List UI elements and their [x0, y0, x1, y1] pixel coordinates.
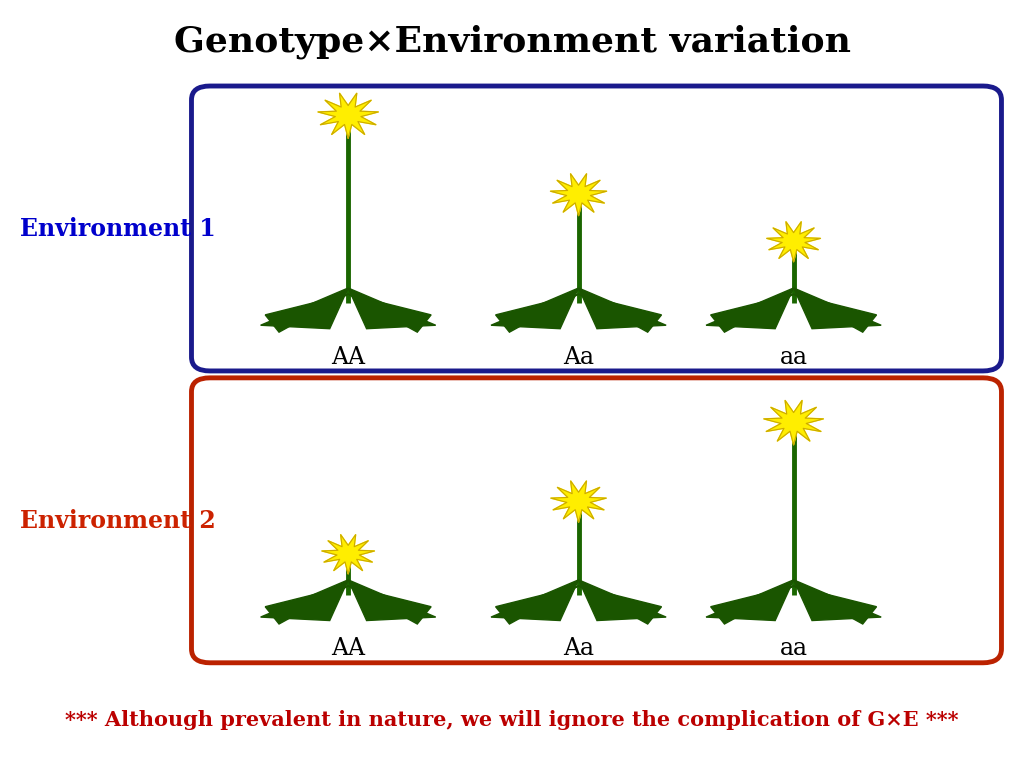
Polygon shape [794, 586, 877, 624]
Polygon shape [767, 222, 820, 262]
Polygon shape [322, 535, 375, 574]
Polygon shape [579, 294, 662, 332]
Text: Aa: Aa [563, 637, 594, 660]
Polygon shape [579, 586, 662, 624]
Polygon shape [794, 288, 881, 329]
Polygon shape [550, 174, 607, 216]
Polygon shape [317, 93, 379, 138]
Polygon shape [265, 586, 348, 624]
FancyBboxPatch shape [191, 86, 1001, 371]
Text: AA: AA [331, 346, 366, 369]
Polygon shape [711, 586, 794, 624]
Polygon shape [496, 586, 579, 624]
Polygon shape [348, 586, 431, 624]
Text: Genotype×Environment variation: Genotype×Environment variation [173, 25, 851, 59]
Polygon shape [794, 294, 877, 332]
Polygon shape [579, 580, 666, 621]
Polygon shape [764, 400, 823, 445]
Polygon shape [711, 294, 794, 332]
Polygon shape [348, 288, 436, 329]
Polygon shape [490, 288, 579, 329]
Polygon shape [496, 294, 579, 332]
Text: aa: aa [779, 637, 808, 660]
Polygon shape [707, 580, 794, 621]
Text: AA: AA [331, 637, 366, 660]
Text: Environment 1: Environment 1 [19, 217, 216, 241]
FancyBboxPatch shape [191, 378, 1001, 663]
Text: aa: aa [779, 346, 808, 369]
Text: Aa: Aa [563, 346, 594, 369]
Polygon shape [348, 294, 431, 332]
Polygon shape [261, 288, 348, 329]
Polygon shape [579, 288, 666, 329]
Polygon shape [490, 580, 579, 621]
Polygon shape [707, 288, 794, 329]
Polygon shape [551, 481, 606, 522]
Polygon shape [261, 580, 348, 621]
Polygon shape [794, 580, 881, 621]
Text: Environment 2: Environment 2 [19, 508, 216, 533]
Text: *** Although prevalent in nature, we will ignore the complication of G×E ***: *** Although prevalent in nature, we wil… [66, 710, 958, 730]
Polygon shape [265, 294, 348, 332]
Polygon shape [348, 580, 436, 621]
